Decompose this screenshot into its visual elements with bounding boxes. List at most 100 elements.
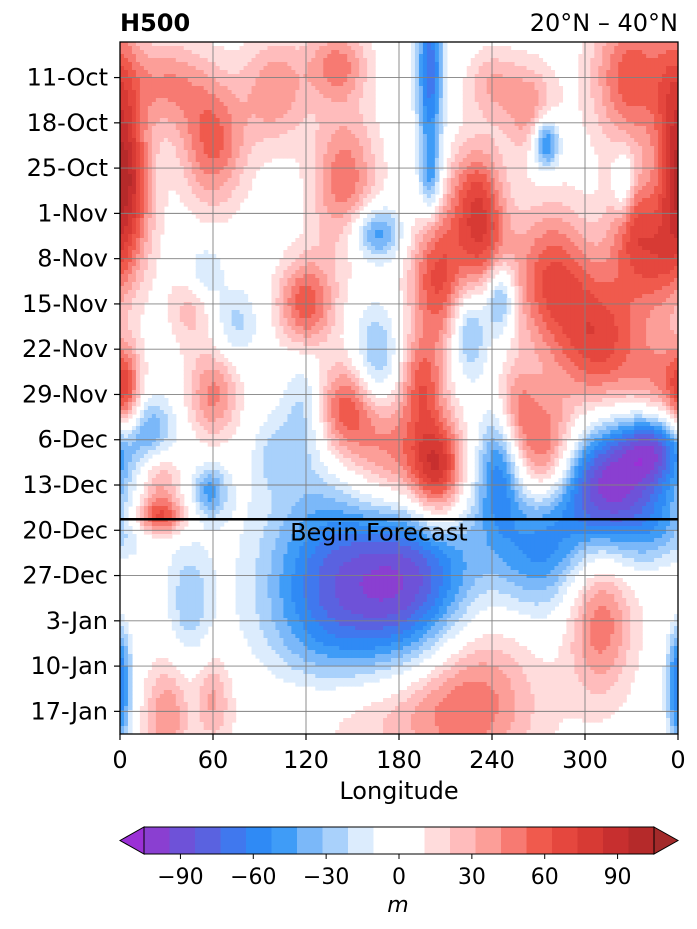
heatmap-cell bbox=[255, 102, 261, 107]
heatmap-cell bbox=[534, 70, 540, 75]
heatmap-cell bbox=[510, 58, 516, 63]
heatmap-cell bbox=[139, 50, 145, 55]
heatmap-cell bbox=[335, 122, 340, 127]
heatmap-cell bbox=[219, 102, 225, 107]
heatmap-cell bbox=[630, 54, 635, 59]
heatmap-cell bbox=[570, 186, 575, 191]
heatmap-cell bbox=[135, 142, 141, 147]
heatmap-cell bbox=[502, 74, 508, 79]
heatmap-cell bbox=[299, 138, 304, 143]
heatmap-cell bbox=[291, 90, 296, 95]
heatmap-cell bbox=[199, 170, 205, 175]
heatmap-cell bbox=[359, 194, 364, 199]
heatmap-cell bbox=[243, 162, 249, 167]
heatmap-cell bbox=[614, 58, 619, 63]
heatmap-cell bbox=[323, 210, 328, 215]
heatmap-cell bbox=[642, 150, 647, 155]
heatmap-cell bbox=[203, 106, 209, 111]
heatmap-cell bbox=[614, 118, 619, 123]
heatmap-cell bbox=[434, 90, 440, 95]
heatmap-cell bbox=[626, 194, 631, 199]
heatmap-cell bbox=[299, 106, 304, 111]
heatmap-cell bbox=[267, 154, 273, 159]
heatmap-cell bbox=[175, 158, 181, 163]
heatmap-cell bbox=[211, 182, 217, 187]
heatmap-cell bbox=[610, 198, 615, 203]
heatmap-cell bbox=[347, 126, 352, 131]
heatmap-cell bbox=[646, 74, 651, 79]
heatmap-cell bbox=[554, 198, 560, 203]
heatmap-cell bbox=[490, 78, 496, 83]
heatmap-cell bbox=[211, 54, 217, 59]
heatmap-cell bbox=[646, 198, 651, 203]
heatmap-cell bbox=[159, 178, 165, 183]
heatmap-cell bbox=[654, 194, 659, 199]
heatmap-cell bbox=[243, 94, 249, 99]
heatmap-cell bbox=[598, 162, 603, 167]
heatmap-cell bbox=[434, 78, 440, 83]
heatmap-cell bbox=[578, 214, 583, 219]
heatmap-cell bbox=[187, 190, 193, 195]
heatmap-cell bbox=[335, 154, 340, 159]
heatmap-cell bbox=[359, 86, 364, 91]
heatmap-cell bbox=[159, 134, 165, 139]
heatmap-cell bbox=[626, 86, 631, 91]
heatmap-cell bbox=[666, 142, 671, 147]
heatmap-cell bbox=[239, 90, 245, 95]
heatmap-cell bbox=[355, 58, 360, 63]
heatmap-cell bbox=[195, 94, 201, 99]
heatmap-cell bbox=[514, 170, 520, 175]
heatmap-cell bbox=[662, 198, 667, 203]
heatmap-cell bbox=[251, 86, 257, 91]
heatmap-cell bbox=[502, 78, 508, 83]
heatmap-cell bbox=[646, 86, 651, 91]
heatmap-cell bbox=[554, 202, 560, 207]
heatmap-cell bbox=[319, 182, 324, 187]
heatmap-cell bbox=[315, 150, 320, 155]
heatmap-cell bbox=[199, 82, 205, 87]
heatmap-cell bbox=[662, 162, 667, 167]
heatmap-cell bbox=[343, 218, 348, 223]
heatmap-cell bbox=[438, 214, 444, 219]
heatmap-cell bbox=[139, 46, 145, 51]
heatmap-cell bbox=[143, 202, 149, 207]
heatmap-cell bbox=[430, 46, 436, 51]
heatmap-cell bbox=[430, 150, 436, 155]
heatmap-cell bbox=[131, 82, 137, 87]
heatmap-cell bbox=[355, 54, 360, 59]
heatmap-cell bbox=[215, 162, 221, 167]
heatmap-cell bbox=[323, 186, 328, 191]
heatmap-cell bbox=[558, 194, 564, 199]
heatmap-cell bbox=[231, 74, 237, 79]
heatmap-cell bbox=[454, 154, 460, 159]
heatmap-cell bbox=[263, 106, 269, 111]
heatmap-cell bbox=[295, 54, 300, 59]
heatmap-cell bbox=[363, 198, 368, 203]
heatmap-cell bbox=[422, 46, 428, 51]
heatmap-cell bbox=[299, 86, 304, 91]
heatmap-cell bbox=[147, 70, 153, 75]
heatmap-cell bbox=[650, 58, 655, 63]
heatmap-cell bbox=[658, 162, 663, 167]
heatmap-cell bbox=[426, 50, 432, 55]
heatmap-cell bbox=[622, 126, 627, 131]
heatmap-cell bbox=[263, 122, 269, 127]
heatmap-cell bbox=[175, 82, 181, 87]
heatmap-cell bbox=[606, 62, 611, 67]
heatmap-cell bbox=[514, 78, 520, 83]
heatmap-cell bbox=[335, 74, 340, 79]
heatmap-cell bbox=[247, 110, 253, 115]
heatmap-cell bbox=[650, 202, 655, 207]
heatmap-cell bbox=[147, 110, 153, 115]
heatmap-cell bbox=[618, 46, 623, 51]
heatmap-cell bbox=[175, 46, 181, 51]
heatmap-cell bbox=[546, 130, 552, 135]
heatmap-cell bbox=[482, 174, 488, 179]
heatmap-cell bbox=[211, 174, 217, 179]
heatmap-cell bbox=[646, 126, 651, 131]
heatmap-cell bbox=[207, 70, 213, 75]
heatmap-cell bbox=[151, 58, 157, 63]
heatmap-cell bbox=[211, 106, 217, 111]
heatmap-cell bbox=[486, 86, 492, 91]
heatmap-cell bbox=[654, 94, 659, 99]
